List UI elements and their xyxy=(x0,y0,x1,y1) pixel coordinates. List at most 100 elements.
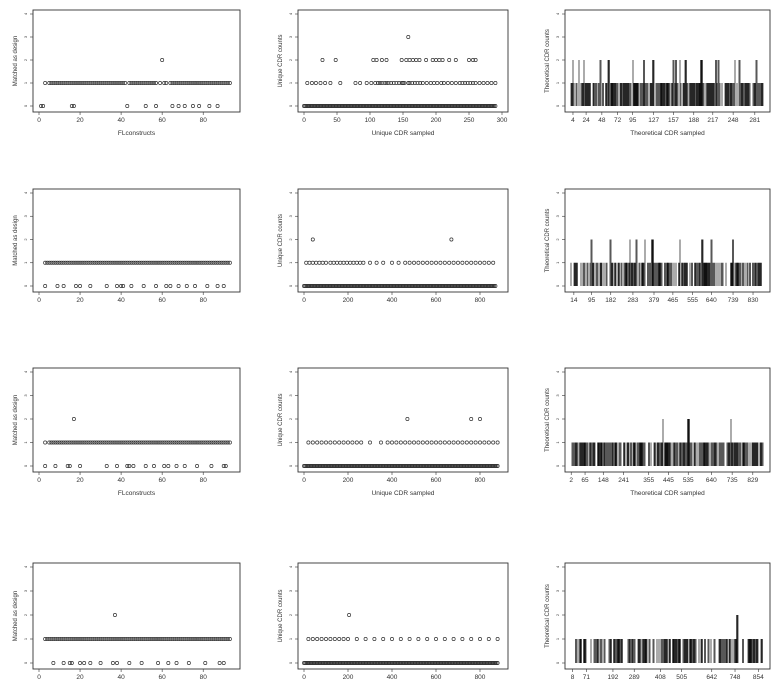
data-point xyxy=(201,440,206,445)
data-point xyxy=(394,464,398,468)
data-point xyxy=(373,284,378,288)
data-point xyxy=(465,284,470,288)
data-point xyxy=(429,440,434,445)
data-point xyxy=(344,464,349,468)
data-point xyxy=(404,104,409,108)
x-axis-label: FLconstructs xyxy=(118,490,156,497)
data-point xyxy=(335,464,340,468)
data-point xyxy=(80,81,85,85)
data-point xyxy=(73,440,78,445)
data-point xyxy=(223,81,228,85)
data-point xyxy=(361,464,366,468)
data-point xyxy=(209,260,214,265)
data-point xyxy=(318,81,323,85)
data-point xyxy=(184,637,189,641)
data-point xyxy=(439,81,444,85)
data-point xyxy=(452,104,457,108)
data-point xyxy=(468,284,473,288)
data-point xyxy=(211,440,216,445)
y-tick-label: 2 xyxy=(23,417,28,420)
data-point xyxy=(145,260,150,265)
data-point xyxy=(340,104,345,108)
data-point xyxy=(59,637,64,641)
data-point xyxy=(489,661,494,665)
data-point xyxy=(190,440,195,445)
data-point xyxy=(394,104,399,108)
data-point xyxy=(80,440,85,445)
data-point xyxy=(471,104,476,108)
data-point xyxy=(349,284,354,288)
data-point xyxy=(51,440,56,445)
data-point xyxy=(172,440,177,445)
x-tick-label: 800 xyxy=(475,297,486,304)
y-axis-label: Unique CDR counts xyxy=(278,589,284,642)
data-point xyxy=(448,464,453,468)
data-point xyxy=(341,104,346,108)
data-point xyxy=(160,637,165,641)
data-point xyxy=(404,464,409,468)
data-point xyxy=(400,661,404,665)
data-point xyxy=(338,661,343,665)
x-tick-label: 80 xyxy=(200,477,208,484)
data-point xyxy=(345,104,350,108)
data-point xyxy=(51,661,56,665)
data-point xyxy=(396,284,401,288)
data-point xyxy=(162,440,167,445)
data-point xyxy=(368,440,372,445)
data-point xyxy=(392,284,397,288)
x-tick-label: 14 xyxy=(570,297,578,304)
data-point xyxy=(49,440,54,445)
data-point xyxy=(328,464,333,468)
y-axis-label: Matched as design xyxy=(13,591,19,641)
data-point xyxy=(127,661,132,665)
data-point xyxy=(168,284,173,288)
data-point xyxy=(453,284,458,288)
data-point xyxy=(129,260,134,265)
data-point xyxy=(84,81,89,85)
data-point xyxy=(304,284,309,288)
data-point xyxy=(382,104,387,108)
data-point xyxy=(412,81,417,85)
data-point xyxy=(379,81,384,85)
data-point xyxy=(485,284,489,288)
data-point xyxy=(213,81,218,85)
data-point xyxy=(215,104,220,108)
data-point xyxy=(402,104,407,108)
data-point xyxy=(469,661,473,665)
data-point xyxy=(438,440,443,445)
data-point xyxy=(106,637,111,641)
y-tick-label: 4 xyxy=(288,12,293,15)
data-point xyxy=(176,440,181,445)
data-point xyxy=(325,284,330,288)
data-point xyxy=(328,104,333,108)
data-point xyxy=(337,284,342,288)
data-point xyxy=(172,260,177,265)
data-point xyxy=(385,104,390,108)
y-tick-label: 3 xyxy=(288,214,293,217)
data-point xyxy=(343,104,348,108)
data-point xyxy=(309,661,314,665)
data-point xyxy=(432,284,437,288)
data-point xyxy=(320,58,325,62)
data-point xyxy=(384,661,389,665)
y-tick-label: 1 xyxy=(23,261,28,264)
data-point xyxy=(338,81,343,85)
data-point xyxy=(199,260,204,265)
data-point xyxy=(377,104,382,108)
data-point xyxy=(47,637,52,641)
data-point xyxy=(446,661,450,665)
data-point xyxy=(135,440,140,445)
data-point xyxy=(376,104,381,108)
data-point xyxy=(141,637,146,641)
data-point xyxy=(168,260,173,265)
data-point xyxy=(320,260,325,265)
plot-frame xyxy=(297,367,509,473)
data-point xyxy=(203,661,208,665)
data-point xyxy=(316,104,321,108)
data-point xyxy=(119,440,124,445)
data-point xyxy=(369,81,374,85)
data-point xyxy=(49,260,54,265)
data-point xyxy=(139,81,144,85)
data-point xyxy=(401,661,406,665)
data-point xyxy=(440,104,445,108)
